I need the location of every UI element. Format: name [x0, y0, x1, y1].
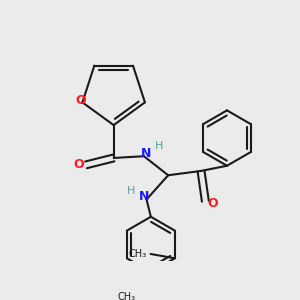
- Text: H: H: [155, 141, 164, 151]
- Text: O: O: [75, 94, 86, 107]
- Text: CH₃: CH₃: [128, 249, 146, 259]
- Text: N: N: [140, 147, 151, 160]
- Text: N: N: [139, 190, 149, 203]
- Text: H: H: [127, 186, 135, 196]
- Text: O: O: [74, 158, 84, 171]
- Text: O: O: [207, 197, 217, 210]
- Text: CH₃: CH₃: [118, 292, 136, 300]
